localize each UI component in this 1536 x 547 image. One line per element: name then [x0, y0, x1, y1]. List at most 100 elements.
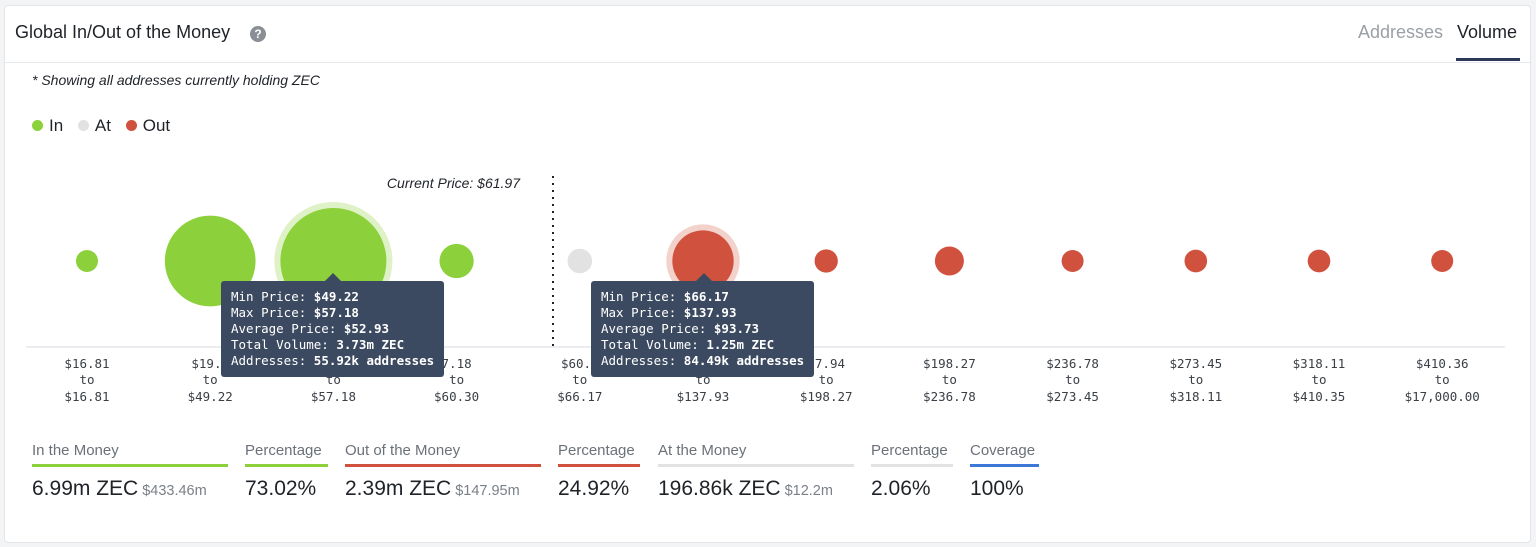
tooltip-row: Addresses: 55.92k addresses — [231, 353, 434, 369]
summary-stat: In the Money 6.99m ZEC $433.46m — [32, 442, 228, 501]
tooltip-arrow — [325, 273, 341, 281]
bubble-out[interactable] — [672, 230, 734, 292]
tooltip-row-label: Min Price: — [601, 289, 684, 304]
summary-stat: Out of the Money 2.39m ZEC $147.95m — [345, 442, 541, 501]
legend-item-at[interactable]: At — [77, 116, 111, 136]
legend-at-swatch — [77, 120, 89, 131]
tick-to: $66.17 — [557, 389, 602, 404]
tick-to: $236.78 — [923, 389, 976, 404]
summary-stat-label: Coverage — [970, 442, 1039, 467]
tooltip-row: Total Volume: 1.25m ZEC — [601, 337, 804, 353]
tick-from: $236.78 — [1046, 356, 1099, 371]
tick-separator: to — [449, 372, 464, 387]
summary-stat-label: In the Money — [32, 442, 228, 467]
legend-in-swatch — [32, 120, 43, 131]
tooltip-row-value: 55.92k addresses — [313, 353, 435, 368]
tooltip-row: Min Price: $66.17 — [601, 289, 804, 305]
summary-stat-label: Percentage — [245, 442, 328, 467]
tooltip-row: Max Price: $57.18 — [231, 305, 434, 321]
tooltip-row-value: $49.22 — [313, 289, 359, 304]
holding-note: * Showing all addresses currently holdin… — [32, 72, 320, 88]
tooltip-row-value: $137.93 — [683, 305, 737, 320]
tick-separator: to — [203, 372, 218, 387]
tooltip-row-value: $52.93 — [343, 321, 390, 336]
legend-item-out[interactable]: Out — [125, 116, 171, 136]
summary-stat: Percentage 73.02% — [245, 442, 328, 501]
tick-to: $57.18 — [311, 389, 356, 404]
bubble-out[interactable] — [1307, 249, 1331, 273]
legend-item-in[interactable]: In — [32, 116, 63, 136]
legend-out-label: Out — [142, 116, 171, 135]
tick-separator: to — [1435, 372, 1450, 387]
summary-stat-label: Percentage — [871, 442, 953, 467]
tick-from: 37.94 — [807, 356, 845, 371]
tab-addresses[interactable]: Addresses — [1358, 22, 1444, 42]
tick-from: $16.81 — [64, 356, 109, 371]
tooltip-row-label: Addresses: — [601, 353, 684, 368]
tooltip-row: Addresses: 84.49k addresses — [601, 353, 804, 369]
tick-from: 7.18 — [442, 356, 472, 371]
tick-separator: to — [79, 372, 94, 387]
summary-stat-usd: $433.46m — [142, 483, 207, 499]
tooltip-row-value: $93.73 — [713, 321, 760, 336]
summary-stat-value: 100% — [970, 477, 1024, 500]
bubble-out[interactable] — [1431, 250, 1454, 272]
tick-from: $318.11 — [1293, 356, 1346, 371]
tick-to: $273.45 — [1046, 389, 1099, 404]
tick-separator: to — [942, 372, 957, 387]
tick-to: $318.11 — [1169, 389, 1222, 404]
help-icon[interactable]: ? — [250, 26, 266, 42]
tick-to: $198.27 — [800, 389, 853, 404]
tooltip-row: Average Price: $93.73 — [601, 321, 804, 337]
card-header: Global In/Out of the Money ? Addresses V… — [5, 6, 1530, 63]
summary-stat-value: 6.99m ZEC $433.46m — [32, 477, 207, 500]
card-title: Global In/Out of the Money — [15, 22, 231, 42]
tooltip-row-label: Total Volume: — [601, 337, 707, 352]
summary-stat: Coverage 100% — [970, 442, 1039, 501]
bubble-out[interactable] — [934, 246, 964, 276]
tooltip-arrow — [696, 273, 712, 281]
tick-separator: to — [1311, 372, 1326, 387]
tick-to: $60.30 — [434, 389, 479, 404]
tooltip-row-label: Average Price: — [231, 321, 344, 336]
bubble-in[interactable] — [439, 243, 474, 279]
tick-from: $19.3 — [191, 356, 229, 371]
bubble-out[interactable] — [814, 249, 838, 273]
summary-stat-label: At the Money — [658, 442, 854, 467]
tooltip-row: Average Price: $52.93 — [231, 321, 434, 337]
bubble-in[interactable] — [76, 250, 98, 272]
legend-at-label: At — [94, 116, 111, 135]
summary-stat-label: Out of the Money — [345, 442, 541, 467]
tab-volume[interactable]: Volume — [1457, 22, 1518, 42]
tick-separator: to — [819, 372, 834, 387]
tick-to: $49.22 — [188, 389, 233, 404]
tooltip-row-label: Min Price: — [231, 289, 314, 304]
summary-stat-usd: $12.2m — [784, 483, 833, 499]
summary-stat-value: 2.39m ZEC $147.95m — [345, 477, 520, 500]
bubble-at[interactable] — [567, 248, 593, 274]
bubble-out[interactable] — [1061, 250, 1084, 272]
tick-to: $410.35 — [1293, 389, 1346, 404]
tooltip-row-label: Max Price: — [231, 305, 314, 320]
summary-stat: Percentage 2.06% — [871, 442, 953, 501]
tooltip-row-label: Average Price: — [601, 321, 714, 336]
summary-bar: In the Money 6.99m ZEC $433.46m Percentage 7… — [0, 442, 1536, 502]
current-price-label: Current Price: $61.97 — [387, 175, 521, 191]
tick-from: $273.45 — [1169, 356, 1222, 371]
bubble-tooltip: Min Price: $49.22 Max Price: $57.18 Averag… — [221, 273, 445, 377]
bubble-tooltip: Min Price: $66.17 Max Price: $137.93 Avera… — [591, 273, 815, 377]
iomap-card: Global In/Out of the Money ? Addresses V… — [4, 5, 1531, 543]
summary-stat-value: 2.06% — [871, 477, 931, 500]
tooltip-row-label: Max Price: — [601, 305, 684, 320]
legend-out-swatch — [125, 120, 137, 131]
summary-stat-value: 73.02% — [245, 477, 317, 500]
chart-legend: In At Out — [32, 116, 180, 136]
bubble-out[interactable] — [1184, 249, 1208, 273]
tooltip-row-value: 1.25m ZEC — [706, 337, 775, 352]
x-tick-labels: $16.81to$16.81$19.3to$49.22to$57.187.18t… — [64, 356, 1479, 404]
tooltip-row-label: Total Volume: — [231, 337, 337, 352]
summary-stat: At the Money 196.86k ZEC $12.2m — [658, 442, 854, 501]
summary-stat: Percentage 24.92% — [558, 442, 640, 501]
tick-separator: to — [572, 372, 587, 387]
active-tab-indicator — [1456, 58, 1520, 61]
